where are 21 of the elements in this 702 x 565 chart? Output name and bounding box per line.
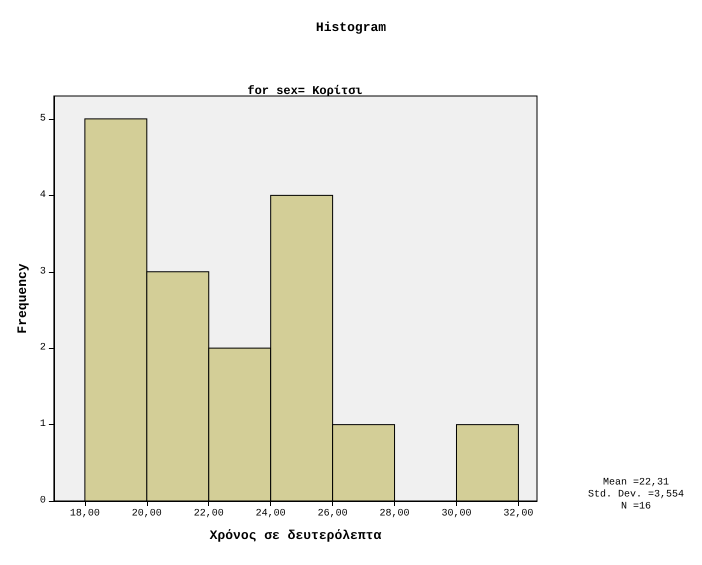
x-tick-label: 18,00 (70, 508, 100, 520)
x-tick-label: 32,00 (503, 508, 534, 520)
chart-title: Histogram (316, 20, 386, 35)
y-tick-label: 2 (40, 342, 46, 354)
x-axis-title: Χρόνος σε δευτερόλεπτα (210, 528, 382, 543)
y-tick-label: 3 (40, 266, 46, 278)
y-tick-label: 1 (40, 419, 46, 430)
x-tick-label: 26,00 (318, 508, 348, 520)
x-tick-label: 22,00 (194, 508, 224, 520)
chart-subtitle: for sex= Κορίτσι (247, 84, 363, 98)
x-tick-label: 20,00 (132, 508, 162, 520)
x-tick-label: 28,00 (380, 508, 410, 520)
y-axis-title: Frequency (15, 263, 30, 334)
x-tick-label: 24,00 (256, 508, 286, 520)
y-tick-label: 0 (40, 496, 46, 506)
text: Std. Dev. =3,554 (588, 488, 684, 500)
text: Mean =22,31 (602, 478, 670, 488)
text: N =16 (620, 502, 652, 512)
x-tick-label: 30,00 (441, 508, 472, 520)
y-tick-label: 4 (40, 190, 46, 201)
y-tick-label: 5 (40, 113, 46, 124)
